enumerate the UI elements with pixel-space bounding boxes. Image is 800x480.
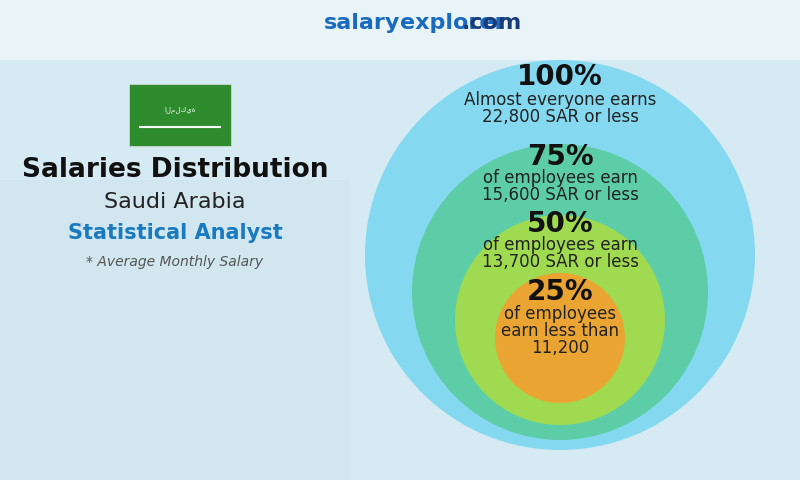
Text: 50%: 50%	[526, 210, 594, 238]
Text: of employees earn: of employees earn	[482, 169, 638, 187]
Text: Saudi Arabia: Saudi Arabia	[104, 192, 246, 212]
Text: explorer: explorer	[400, 13, 506, 33]
Text: Almost everyone earns: Almost everyone earns	[464, 91, 656, 109]
Text: * Average Monthly Salary: * Average Monthly Salary	[86, 255, 263, 269]
Text: Statistical Analyst: Statistical Analyst	[68, 223, 282, 243]
Text: earn less than: earn less than	[501, 322, 619, 340]
FancyBboxPatch shape	[129, 84, 231, 146]
Circle shape	[412, 144, 708, 440]
Bar	[0, 0, 800, 60]
Text: 22,800 SAR or less: 22,800 SAR or less	[482, 108, 638, 126]
Text: Salaries Distribution: Salaries Distribution	[22, 157, 328, 183]
Circle shape	[495, 273, 625, 403]
Text: of employees: of employees	[504, 305, 616, 323]
Text: 15,600 SAR or less: 15,600 SAR or less	[482, 186, 638, 204]
Circle shape	[365, 60, 755, 450]
Text: salary: salary	[324, 13, 400, 33]
Circle shape	[455, 215, 665, 425]
Bar	[0, 180, 350, 480]
Text: 25%: 25%	[526, 278, 594, 306]
Text: 100%: 100%	[517, 63, 603, 91]
Text: 11,200: 11,200	[531, 339, 589, 357]
Text: 75%: 75%	[526, 143, 594, 171]
Text: 13,700 SAR or less: 13,700 SAR or less	[482, 253, 638, 271]
Text: الملكية: الملكية	[164, 107, 196, 113]
Text: .com: .com	[462, 13, 522, 33]
Text: of employees earn: of employees earn	[482, 236, 638, 254]
